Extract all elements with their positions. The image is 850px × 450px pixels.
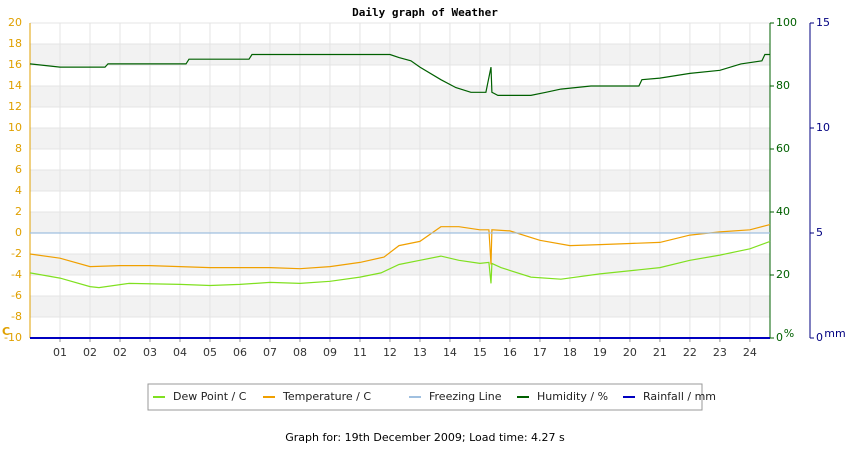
grid-band bbox=[30, 86, 770, 107]
series-line bbox=[29, 53, 770, 96]
y3-tick-label: 0 bbox=[816, 331, 823, 344]
y-tick-label: 10 bbox=[8, 121, 22, 134]
y2-tick-label: 20 bbox=[776, 268, 790, 281]
x-tick-label: 08 bbox=[293, 346, 307, 359]
y-tick-label: -10 bbox=[4, 331, 22, 344]
y2-tick-label: 80 bbox=[776, 79, 790, 92]
x-tick-label: 20 bbox=[623, 346, 637, 359]
y-tick-label: 12 bbox=[8, 100, 22, 113]
y-tick-label: 0 bbox=[15, 226, 22, 239]
x-tick-label: 11 bbox=[353, 346, 367, 359]
series-line bbox=[29, 240, 771, 289]
y-tick-label: -4 bbox=[11, 268, 22, 281]
y3-axis-unit: mm bbox=[824, 327, 845, 340]
y-tick-label: 16 bbox=[8, 58, 22, 71]
legend-box bbox=[147, 383, 703, 411]
x-tick-label: 02 bbox=[113, 346, 127, 359]
y-tick-label: 14 bbox=[8, 79, 22, 92]
x-tick-label: 17 bbox=[533, 346, 547, 359]
legend-label: Dew Point / C bbox=[173, 390, 247, 403]
y-tick-label: -6 bbox=[11, 289, 22, 302]
x-tick-label: 19 bbox=[593, 346, 607, 359]
y2-tick-label: 40 bbox=[776, 205, 790, 218]
y2-tick-label: 60 bbox=[776, 142, 790, 155]
footer: Graph for: 19th December 2009; Load time… bbox=[285, 431, 565, 444]
x-tick-label: 15 bbox=[473, 346, 487, 359]
x-tick-label: 18 bbox=[563, 346, 577, 359]
x-tick-label: 04 bbox=[173, 346, 187, 359]
y-tick-label: 18 bbox=[8, 37, 22, 50]
x-tick-label: 02 bbox=[83, 346, 97, 359]
grid-band bbox=[30, 296, 770, 317]
x-tick-label: 24 bbox=[743, 346, 757, 359]
legend-label: Freezing Line bbox=[429, 390, 502, 403]
grid-band bbox=[30, 170, 770, 191]
x-tick-label: 03 bbox=[143, 346, 157, 359]
legend-label: Temperature / C bbox=[282, 390, 371, 403]
x-tick-label: 12 bbox=[383, 346, 397, 359]
legend-label: Humidity / % bbox=[537, 390, 608, 403]
x-tick-label: 05 bbox=[203, 346, 217, 359]
grid-band bbox=[30, 44, 770, 65]
x-tick-label: 09 bbox=[323, 346, 337, 359]
x-tick-label: 22 bbox=[683, 346, 697, 359]
grid-band bbox=[30, 128, 770, 149]
y-tick-label: 6 bbox=[15, 163, 22, 176]
y3-tick-label: 15 bbox=[816, 16, 830, 29]
y2-tick-label: 100 bbox=[776, 16, 797, 29]
y-tick-label: -2 bbox=[11, 247, 22, 260]
x-tick-label: 23 bbox=[713, 346, 727, 359]
y2-tick-label: 0 bbox=[776, 331, 783, 344]
y-tick-label: 8 bbox=[15, 142, 22, 155]
x-tick-label: 21 bbox=[653, 346, 667, 359]
chart-title: Daily graph of Weather bbox=[352, 6, 498, 19]
x-tick-label: 13 bbox=[413, 346, 427, 359]
series-line bbox=[29, 224, 771, 270]
y2-axis-unit: % bbox=[784, 327, 794, 340]
x-tick-label: 01 bbox=[53, 346, 67, 359]
legend-label: Rainfall / mm bbox=[643, 390, 716, 403]
y-tick-label: 4 bbox=[15, 184, 22, 197]
y-tick-label: 2 bbox=[15, 205, 22, 218]
x-tick-label: 14 bbox=[443, 346, 457, 359]
x-tick-label: 06 bbox=[233, 346, 247, 359]
grid-band bbox=[30, 212, 770, 233]
y-tick-label: -8 bbox=[11, 310, 22, 323]
y3-tick-label: 10 bbox=[816, 121, 830, 134]
y3-tick-label: 5 bbox=[816, 226, 823, 239]
y-axis-unit: C bbox=[2, 325, 10, 338]
x-tick-label: 16 bbox=[503, 346, 517, 359]
y-tick-label: 20 bbox=[8, 16, 22, 29]
x-tick-label: 07 bbox=[263, 346, 277, 359]
